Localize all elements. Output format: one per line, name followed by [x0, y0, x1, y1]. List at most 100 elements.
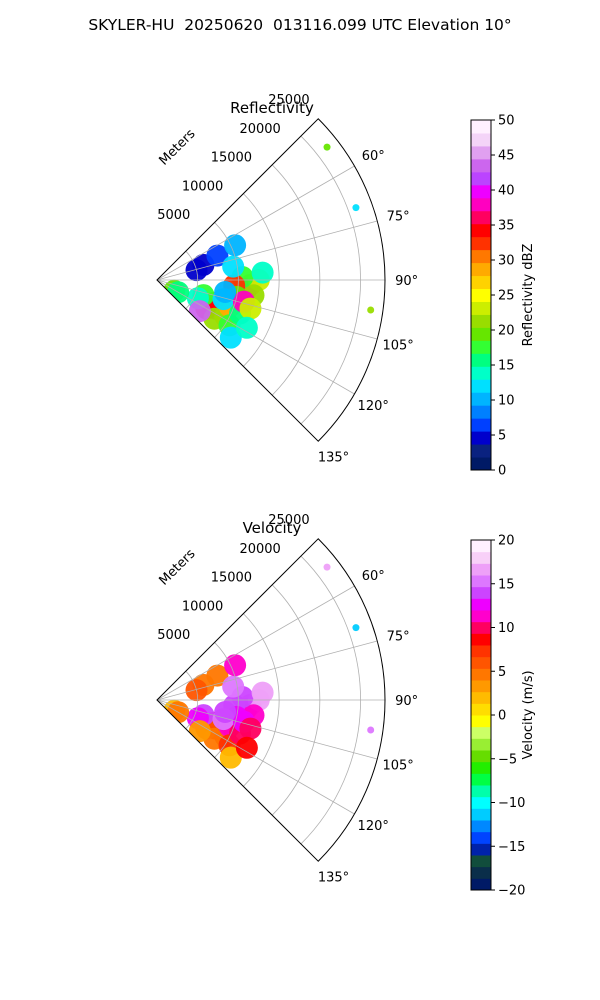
- echo-cell: [352, 624, 360, 632]
- colorbar-level: [471, 444, 491, 458]
- azimuth-spoke: [156, 699, 378, 760]
- colorbar-tick-label: −15: [498, 840, 525, 855]
- azimuth-tick-label: 90°: [395, 694, 418, 709]
- colorbar-level: [471, 726, 491, 739]
- azimuth-tick-label: 75°: [387, 629, 410, 644]
- colorbar-tick-label: 0: [498, 464, 506, 479]
- colorbar-tick-label: 5: [498, 665, 506, 680]
- colorbar-level: [471, 820, 491, 833]
- colorbar-level: [471, 327, 491, 341]
- colorbar-level: [471, 831, 491, 844]
- azimuth-tick-label: 90°: [395, 274, 418, 289]
- colorbar-level: [471, 249, 491, 264]
- colorbar-tick-label: 20: [498, 534, 515, 549]
- colorbar-level: [471, 645, 491, 658]
- colorbar-tick-label: −20: [498, 884, 525, 899]
- velocity-panel: Velocity 5000 10000 15000 20000 25000 Meters 60…: [156, 513, 536, 899]
- sector-outline: [156, 538, 386, 862]
- colorbar-level: [471, 656, 491, 669]
- colorbar-tick-label: 15: [498, 577, 515, 592]
- colorbar-level: [471, 353, 491, 367]
- colorbar-level: [471, 197, 491, 212]
- colorbar-level: [471, 855, 491, 868]
- colorbar-level: [471, 680, 491, 693]
- colorbar-level: [471, 878, 491, 891]
- colorbar-level: [471, 843, 491, 856]
- colorbar-level: [471, 457, 491, 471]
- colorbar-level: [471, 132, 491, 147]
- echo-cell: [239, 297, 262, 320]
- colorbar-tick-label: 10: [498, 394, 515, 409]
- colorbar-level: [471, 633, 491, 646]
- colorbar-tick-label: 20: [498, 324, 515, 339]
- colorbar-level: [471, 703, 491, 716]
- radial-tick-label: 15000: [211, 151, 252, 166]
- colorbar-level: [471, 236, 491, 251]
- colorbar-tick-label: 30: [498, 254, 515, 269]
- azimuth-spoke: [156, 640, 378, 701]
- echo-cell: [214, 701, 237, 724]
- colorbar-level: [471, 540, 491, 553]
- colorbar-level: [471, 392, 491, 406]
- radial-axis-label: Meters: [157, 126, 199, 168]
- azimuth-spoke: [156, 220, 378, 281]
- azimuth-spoke: [156, 279, 355, 395]
- colorbar-tick-label: 5: [498, 429, 506, 444]
- azimuth-tick-label: 60°: [362, 569, 385, 584]
- azimuth-tick-label: 60°: [362, 149, 385, 164]
- echo-cell: [235, 316, 258, 339]
- reflectivity-panel: Reflectivity 5000 10000 15000 20000 25000 Mete…: [156, 93, 536, 479]
- colorbar-level: [471, 379, 491, 393]
- radial-tick-label: 5000: [157, 208, 190, 223]
- colorbar-level: [471, 275, 491, 290]
- echo-cell: [239, 717, 262, 740]
- colorbar-tick-label: 40: [498, 184, 515, 199]
- echo-cell: [235, 736, 258, 759]
- colorbar-level: [471, 866, 491, 879]
- azimuth-tick-label: 120°: [358, 819, 389, 834]
- radial-tick-label: 5000: [157, 628, 190, 643]
- echo-cell: [251, 681, 274, 704]
- colorbar-level: [471, 750, 491, 763]
- colorbar-level: [471, 301, 491, 315]
- echo-cell: [367, 306, 375, 314]
- azimuth-tick-label: 105°: [382, 759, 413, 774]
- azimuth-tick-label: 75°: [387, 209, 410, 224]
- echo-cell: [222, 675, 245, 698]
- colorbar-level: [471, 598, 491, 611]
- echo-cell: [188, 720, 211, 743]
- echo-cell: [367, 726, 375, 734]
- colorbar-level: [471, 738, 491, 751]
- colorbar-level: [471, 621, 491, 634]
- radial-tick-label: 20000: [239, 122, 280, 137]
- colorbar-level: [471, 808, 491, 821]
- echo-cell: [219, 326, 242, 349]
- colorbar-tick-label: −5: [498, 752, 517, 767]
- figure-title: SKYLER-HU 20250620 013116.099 UTC Elevat…: [88, 16, 512, 34]
- echo-cell: [323, 143, 331, 151]
- colorbar-level: [471, 405, 491, 419]
- azimuth-spoke: [156, 165, 355, 281]
- echo-cell: [251, 261, 274, 284]
- colorbar-level: [471, 314, 491, 328]
- colorbar-level: [471, 563, 491, 576]
- colorbar-tick-label: 10: [498, 621, 515, 636]
- colorbar-level: [471, 796, 491, 809]
- colorbar-tick-label: 50: [498, 114, 515, 129]
- colorbar-level: [471, 366, 491, 380]
- echo-cell: [323, 563, 331, 571]
- radial-tick-label: 25000: [268, 513, 309, 528]
- azimuth-spoke: [156, 585, 355, 701]
- echo-cell: [214, 281, 237, 304]
- colorbar-tick-label: 45: [498, 149, 515, 164]
- colorbar-level: [471, 431, 491, 445]
- colorbar-level: [471, 340, 491, 354]
- radial-tick-label: 25000: [268, 93, 309, 108]
- colorbar-level: [471, 210, 491, 225]
- echo-cells: [163, 143, 375, 349]
- echo-cell: [219, 746, 242, 769]
- echo-cell: [188, 300, 211, 323]
- echo-cell: [206, 664, 229, 687]
- colorbar-level: [471, 262, 491, 277]
